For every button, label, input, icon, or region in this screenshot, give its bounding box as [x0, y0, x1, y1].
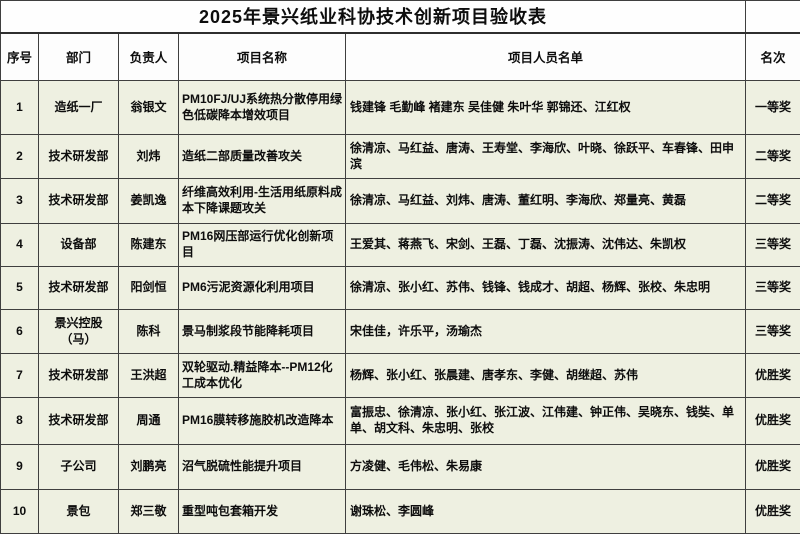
cell-serial-number: 5 — [1, 267, 39, 310]
cell-serial-number: 10 — [1, 490, 39, 534]
table-row: 6 景兴控股 （马） 陈科 景马制浆段节能降耗项目 宋佳佳，许乐平，汤瑜杰 三等… — [1, 310, 800, 354]
table-row: 8 技术研发部 周通 PM16膜转移施胶机改造降本 富振忠、徐清凉、张小红、张江… — [1, 398, 800, 445]
cell-department: 技术研发部 — [39, 135, 119, 179]
cell-leader: 翁银文 — [119, 81, 179, 135]
cell-rank: 一等奖 — [746, 81, 800, 135]
cell-members: 富振忠、徐清凉、张小红、张江波、江伟建、钟正伟、吴晓东、钱奘、单单、胡文科、朱忠… — [346, 398, 746, 445]
cell-department: 景兴控股 （马） — [39, 310, 119, 354]
cell-serial-number: 1 — [1, 81, 39, 135]
column-header-members: 项目人员名单 — [346, 33, 746, 81]
cell-project-name: 双轮驱动.精益降本--PM12化工成本优化 — [179, 354, 346, 398]
page-title: 2025年景兴纸业科协技术创新项目验收表 — [1, 1, 746, 33]
cell-members: 王爱其、蒋燕飞、宋剑、王磊、丁磊、沈振涛、沈伟达、朱凯权 — [346, 224, 746, 267]
cell-project-name: 重型吨包套箱开发 — [179, 490, 346, 534]
table-row: 10 景包 郑三敬 重型吨包套箱开发 谢珠松、李圆峰 优胜奖 — [1, 490, 800, 534]
cell-members: 谢珠松、李圆峰 — [346, 490, 746, 534]
table-row: 1 造纸一厂 翁银文 PM10FJ/UJ系统热分散停用绿色低碳降本增效项目 钱建… — [1, 81, 800, 135]
cell-members: 方凌健、毛伟松、朱易康 — [346, 445, 746, 490]
cell-leader: 王洪超 — [119, 354, 179, 398]
cell-department: 造纸一厂 — [39, 81, 119, 135]
cell-rank: 优胜奖 — [746, 490, 800, 534]
cell-serial-number: 9 — [1, 445, 39, 490]
cell-serial-number: 7 — [1, 354, 39, 398]
cell-project-name: 造纸二部质量改善攻关 — [179, 135, 346, 179]
cell-serial-number: 4 — [1, 224, 39, 267]
cell-leader: 陈科 — [119, 310, 179, 354]
table-row: 4 设备部 陈建东 PM16网压部运行优化创新项目 王爱其、蒋燕飞、宋剑、王磊、… — [1, 224, 800, 267]
cell-members: 徐清凉、马红益、刘炜、唐涛、董红明、李海欣、郑量亮、黄磊 — [346, 179, 746, 224]
table-row: 9 子公司 刘鹏亮 沼气脱硫性能提升项目 方凌健、毛伟松、朱易康 优胜奖 — [1, 445, 800, 490]
cell-project-name: 纤维高效利用-生活用纸原料成本下降课题攻关 — [179, 179, 346, 224]
table-row: 5 技术研发部 阳剑恒 PM6污泥资源化利用项目 徐清凉、张小红、苏伟、钱锋、钱… — [1, 267, 800, 310]
cell-members: 徐清凉、马红益、唐涛、王寿堂、李海欣、叶晓、徐跃平、车春锋、田申滨 — [346, 135, 746, 179]
cell-rank: 三等奖 — [746, 224, 800, 267]
title-row-spacer — [746, 1, 800, 33]
cell-project-name: PM6污泥资源化利用项目 — [179, 267, 346, 310]
cell-members: 钱建锋 毛勤峰 褚建东 吴佳健 朱叶华 郭锦还、江红权 — [346, 81, 746, 135]
cell-leader: 周通 — [119, 398, 179, 445]
cell-project-name: PM16网压部运行优化创新项目 — [179, 224, 346, 267]
header-row: 序号 部门 负责人 项目名称 项目人员名单 名次 — [1, 33, 800, 81]
cell-project-name: PM10FJ/UJ系统热分散停用绿色低碳降本增效项目 — [179, 81, 346, 135]
cell-members: 杨辉、张小红、张晨建、唐孝东、李健、胡继超、苏伟 — [346, 354, 746, 398]
cell-leader: 阳剑恒 — [119, 267, 179, 310]
cell-rank: 二等奖 — [746, 179, 800, 224]
cell-rank: 优胜奖 — [746, 354, 800, 398]
cell-rank: 优胜奖 — [746, 445, 800, 490]
column-header-project: 项目名称 — [179, 33, 346, 81]
table-row: 3 技术研发部 姜凯逸 纤维高效利用-生活用纸原料成本下降课题攻关 徐清凉、马红… — [1, 179, 800, 224]
cell-project-name: 景马制浆段节能降耗项目 — [179, 310, 346, 354]
cell-project-name: PM16膜转移施胶机改造降本 — [179, 398, 346, 445]
cell-serial-number: 8 — [1, 398, 39, 445]
cell-department: 技术研发部 — [39, 267, 119, 310]
cell-department: 技术研发部 — [39, 398, 119, 445]
column-header-department: 部门 — [39, 33, 119, 81]
cell-leader: 陈建东 — [119, 224, 179, 267]
cell-members: 徐清凉、张小红、苏伟、钱锋、钱成才、胡超、杨辉、张校、朱忠明 — [346, 267, 746, 310]
cell-rank: 二等奖 — [746, 135, 800, 179]
cell-department: 技术研发部 — [39, 354, 119, 398]
cell-department: 子公司 — [39, 445, 119, 490]
cell-department: 设备部 — [39, 224, 119, 267]
table-row: 2 技术研发部 刘炜 造纸二部质量改善攻关 徐清凉、马红益、唐涛、王寿堂、李海欣… — [1, 135, 800, 179]
cell-members: 宋佳佳，许乐平，汤瑜杰 — [346, 310, 746, 354]
cell-project-name: 沼气脱硫性能提升项目 — [179, 445, 346, 490]
cell-serial-number: 2 — [1, 135, 39, 179]
cell-leader: 刘炜 — [119, 135, 179, 179]
cell-department: 景包 — [39, 490, 119, 534]
title-row: 2025年景兴纸业科协技术创新项目验收表 — [1, 1, 800, 33]
column-header-rank: 名次 — [746, 33, 800, 81]
cell-rank: 三等奖 — [746, 310, 800, 354]
table-row: 7 技术研发部 王洪超 双轮驱动.精益降本--PM12化工成本优化 杨辉、张小红… — [1, 354, 800, 398]
cell-leader: 郑三敬 — [119, 490, 179, 534]
column-header-serial: 序号 — [1, 33, 39, 81]
cell-serial-number: 3 — [1, 179, 39, 224]
cell-rank: 三等奖 — [746, 267, 800, 310]
cell-department: 技术研发部 — [39, 179, 119, 224]
cell-leader: 姜凯逸 — [119, 179, 179, 224]
cell-rank: 优胜奖 — [746, 398, 800, 445]
table-body: 1 造纸一厂 翁银文 PM10FJ/UJ系统热分散停用绿色低碳降本增效项目 钱建… — [1, 81, 800, 534]
column-header-leader: 负责人 — [119, 33, 179, 81]
cell-serial-number: 6 — [1, 310, 39, 354]
cell-leader: 刘鹏亮 — [119, 445, 179, 490]
